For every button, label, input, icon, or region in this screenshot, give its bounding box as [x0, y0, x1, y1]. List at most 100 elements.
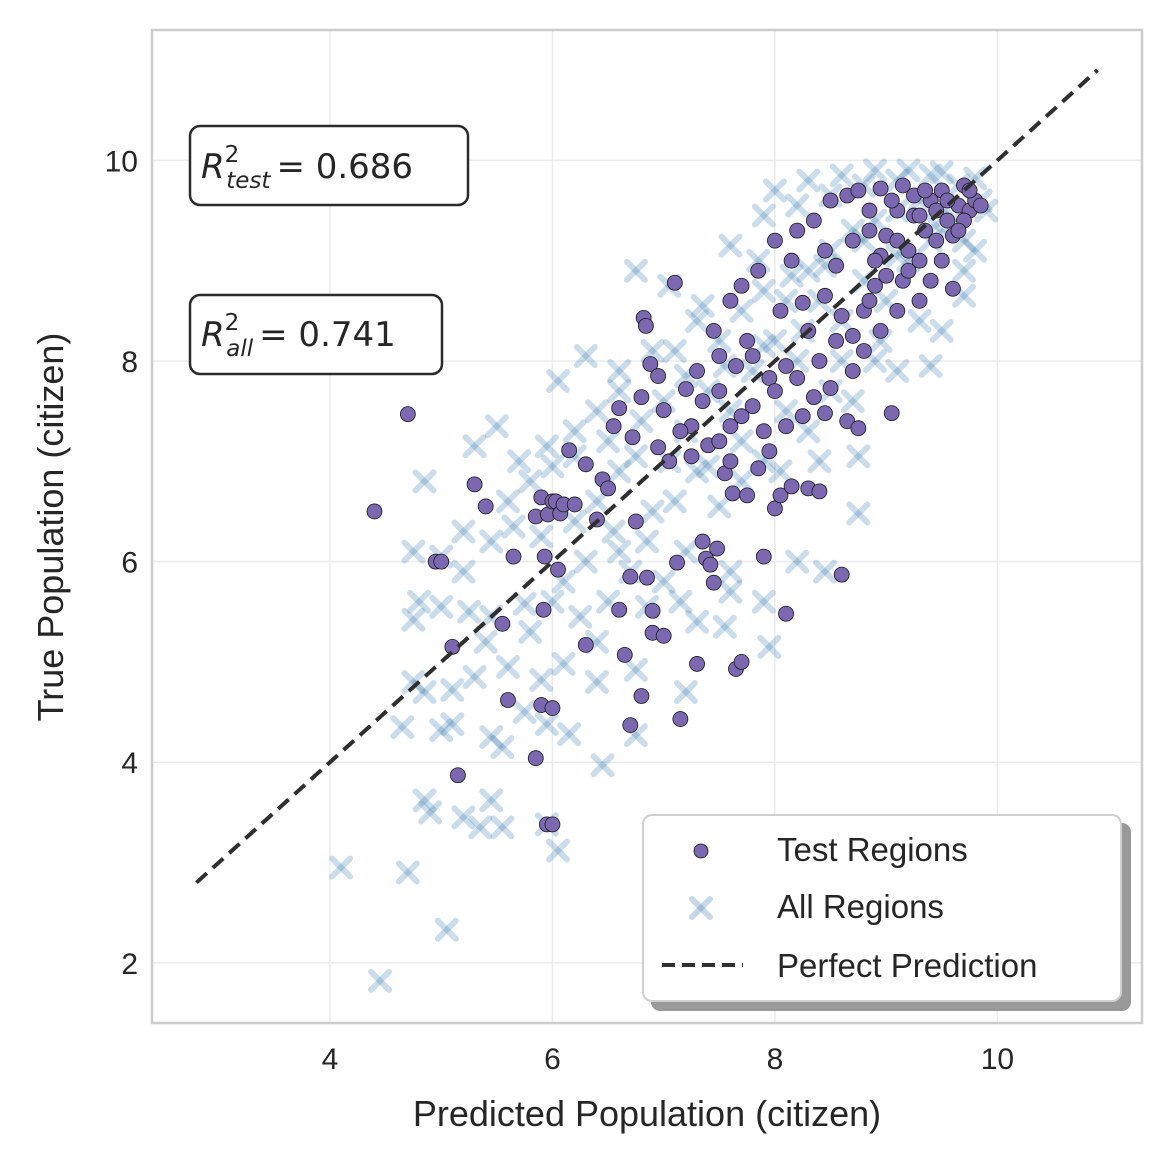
all-regions-point [751, 589, 776, 614]
test-regions-point [566, 496, 583, 513]
all-regions-point [451, 559, 476, 584]
test-regions-point [817, 287, 833, 304]
test-regions-point [817, 405, 833, 422]
all-regions-point [635, 529, 659, 554]
test-regions-point [561, 442, 578, 459]
r2-test-value: = 0.686 [276, 147, 413, 187]
all-regions-point [963, 238, 988, 263]
test-regions-point [828, 333, 845, 349]
test-regions-point [694, 393, 711, 410]
all-regions-point [607, 539, 632, 564]
test-regions-point [544, 816, 561, 833]
test-regions-point [633, 389, 650, 406]
all-regions-point [462, 434, 487, 459]
all-regions-point [757, 634, 782, 659]
all-regions-point [573, 549, 598, 574]
all-regions-point [779, 263, 804, 288]
all-regions-point [368, 968, 393, 993]
test-regions-point [577, 636, 594, 653]
all-regions-point [668, 589, 693, 614]
all-regions-point [518, 619, 543, 644]
test-regions-point [883, 405, 900, 422]
test-regions-point [505, 548, 522, 565]
r2-test-symbol: R [201, 147, 225, 187]
y-tick-label: 8 [121, 346, 138, 379]
test-regions-point [900, 262, 917, 279]
test-regions-point [822, 380, 839, 396]
test-regions-point [861, 222, 878, 239]
all-regions-point [796, 419, 821, 444]
all-regions-point [401, 539, 426, 564]
all-regions-point [690, 293, 715, 318]
test-regions-point [666, 274, 683, 291]
all-regions-point [796, 258, 821, 283]
test-regions-point [850, 420, 867, 437]
test-regions-point [722, 453, 739, 470]
all-regions-point [712, 614, 737, 639]
all-regions-point [562, 509, 587, 534]
test-regions-point [637, 317, 654, 334]
test-regions-point [878, 267, 895, 284]
test-regions-point [817, 242, 833, 259]
all-regions-point [846, 444, 871, 469]
r2-test-annotation: R2 test = 0.686 [188, 124, 470, 207]
test-regions-point [494, 615, 511, 632]
test-regions-point [767, 232, 783, 249]
all-regions-point [412, 680, 437, 704]
all-regions-point [440, 712, 465, 737]
test-regions-point [611, 400, 628, 417]
legend-all-label: All Regions [777, 888, 944, 925]
all-regions-point [796, 168, 821, 193]
all-regions-point [673, 680, 698, 704]
test-regions-point [783, 252, 800, 269]
test-regions-point [828, 257, 845, 274]
all-regions-point [651, 569, 676, 594]
all-regions-point [573, 343, 598, 368]
test-regions-point [678, 381, 694, 397]
all-regions-point [534, 712, 559, 737]
all-regions-point [412, 469, 437, 494]
test-regions-point [783, 478, 800, 495]
test-regions-point [767, 383, 783, 399]
r2-all-value: = 0.741 [259, 315, 396, 355]
all-regions-point [907, 308, 932, 333]
test-regions-point [644, 602, 661, 619]
all-regions-point [762, 328, 787, 353]
test-regions-point [867, 277, 883, 294]
test-regions-point [894, 177, 911, 194]
test-regions-point [624, 429, 641, 446]
all-regions-point [429, 718, 454, 743]
test-regions-point [944, 280, 961, 297]
test-regions-point [366, 503, 383, 520]
all-regions-point [468, 815, 493, 840]
test-regions-point [650, 439, 667, 456]
all-regions-point [557, 722, 582, 747]
test-regions-point [856, 343, 872, 359]
all-regions-point [401, 669, 426, 694]
test-regions-point [655, 627, 672, 644]
all-regions-point [623, 657, 648, 682]
all-regions-point [729, 429, 754, 454]
all-regions-point [406, 589, 431, 614]
test-regions-point [705, 574, 722, 591]
y-tick-label: 10 [105, 145, 138, 178]
test-regions-point [750, 262, 767, 279]
test-regions-point [861, 202, 878, 219]
all-regions-point [718, 233, 743, 258]
legend-box [642, 814, 1122, 1002]
test-regions-point [650, 368, 667, 384]
all-regions-point [762, 178, 787, 203]
all-regions-point [623, 444, 648, 469]
all-regions-point [584, 669, 609, 694]
test-regions-point [833, 307, 850, 324]
test-regions-point [922, 272, 939, 289]
all-regions-series [329, 158, 999, 993]
all-regions-point [696, 454, 721, 479]
x-axis-label: Predicted Population (citizen) [413, 1093, 881, 1134]
test-regions-point [544, 700, 561, 716]
test-regions-point [577, 456, 594, 473]
legend-line-label: Perfect Prediction [777, 947, 1037, 984]
all-regions-point [507, 449, 532, 474]
all-regions-point [807, 449, 832, 474]
